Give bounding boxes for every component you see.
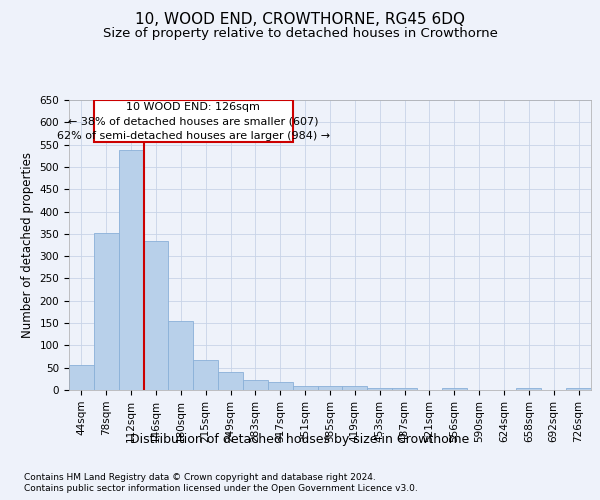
- Bar: [69, 366, 94, 390]
- Text: Distribution of detached houses by size in Crowthorne: Distribution of detached houses by size …: [130, 432, 470, 446]
- Text: Contains HM Land Registry data © Crown copyright and database right 2024.: Contains HM Land Registry data © Crown c…: [24, 472, 376, 482]
- Text: 10 WOOD END: 126sqm
← 38% of detached houses are smaller (607)
62% of semi-detac: 10 WOOD END: 126sqm ← 38% of detached ho…: [57, 102, 330, 141]
- Bar: [517, 388, 541, 390]
- Text: 10, WOOD END, CROWTHORNE, RG45 6DQ: 10, WOOD END, CROWTHORNE, RG45 6DQ: [135, 12, 465, 28]
- Bar: [169, 321, 193, 390]
- Bar: [218, 372, 243, 390]
- Bar: [442, 388, 467, 390]
- Bar: [343, 386, 367, 390]
- Bar: [143, 242, 169, 390]
- Bar: [119, 150, 143, 390]
- Bar: [243, 380, 268, 390]
- Y-axis label: Number of detached properties: Number of detached properties: [21, 152, 34, 338]
- Bar: [317, 386, 343, 390]
- Bar: [193, 360, 218, 390]
- Bar: [94, 100, 293, 142]
- Bar: [293, 386, 317, 390]
- Text: Contains public sector information licensed under the Open Government Licence v3: Contains public sector information licen…: [24, 484, 418, 493]
- Bar: [367, 388, 392, 390]
- Bar: [94, 232, 119, 390]
- Bar: [566, 388, 591, 390]
- Bar: [268, 382, 293, 390]
- Bar: [392, 388, 417, 390]
- Text: Size of property relative to detached houses in Crowthorne: Size of property relative to detached ho…: [103, 28, 497, 40]
